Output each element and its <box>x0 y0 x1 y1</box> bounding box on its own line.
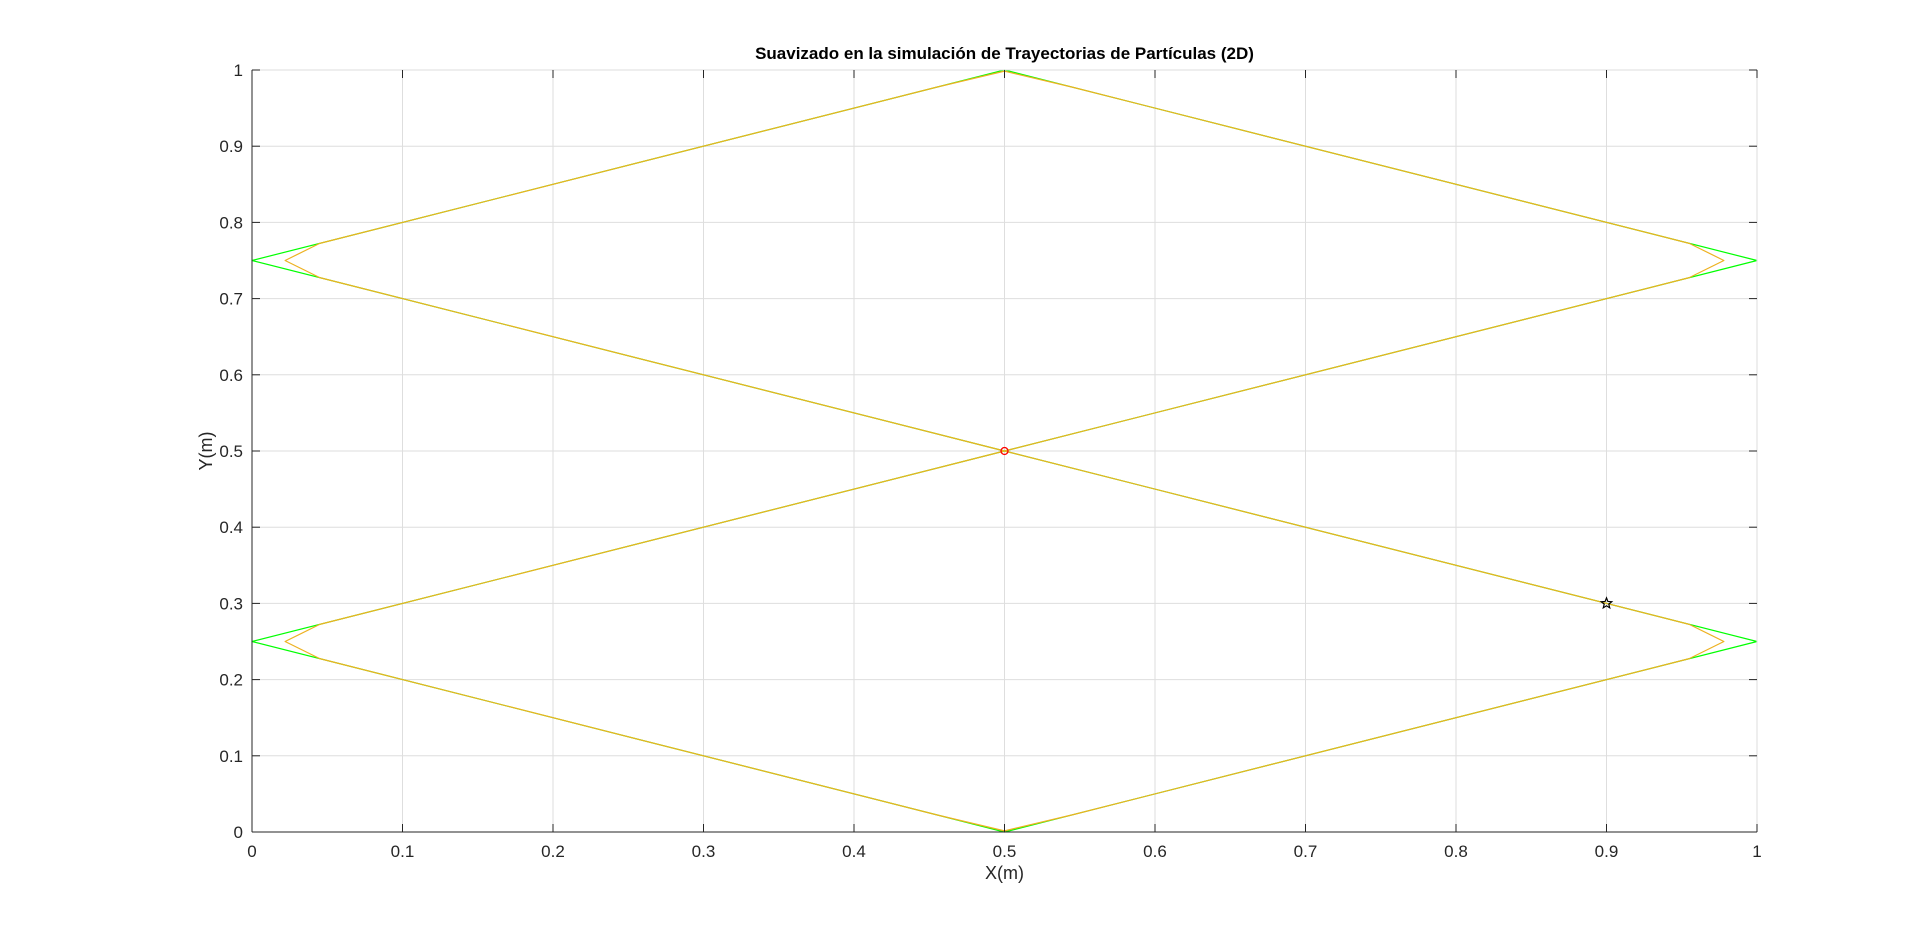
x-tick-label: 0.2 <box>541 842 565 861</box>
y-tick-label: 0.2 <box>219 671 243 690</box>
x-tick-label: 0 <box>247 842 256 861</box>
current-point-marker <box>1599 596 1614 610</box>
x-tick-label: 0.8 <box>1444 842 1468 861</box>
x-tick-label: 1 <box>1752 842 1761 861</box>
y-tick-label: 0 <box>234 823 243 842</box>
y-tick-label: 0.4 <box>219 518 243 537</box>
series-layer <box>251 69 1758 833</box>
y-tick-label: 0.9 <box>219 137 243 156</box>
x-tick-label: 0.6 <box>1143 842 1167 861</box>
y-tick-label: 0.3 <box>219 594 243 613</box>
x-axis-label: X(m) <box>985 863 1024 883</box>
x-tick-label: 0.5 <box>993 842 1017 861</box>
start-point-marker <box>1000 446 1009 456</box>
y-tick-label: 0.8 <box>219 213 243 232</box>
x-tick-label: 0.7 <box>1294 842 1318 861</box>
markers <box>1000 446 1614 610</box>
series-smoothed-path <box>284 70 1725 832</box>
x-tick-label: 0.1 <box>391 842 415 861</box>
x-tick-label: 0.4 <box>842 842 866 861</box>
y-tick-label: 0.5 <box>219 442 243 461</box>
x-tick-label: 0.9 <box>1595 842 1619 861</box>
y-tick-label: 0.7 <box>219 290 243 309</box>
x-tick-label: 0.3 <box>692 842 716 861</box>
y-tick-label: 1 <box>234 61 243 80</box>
y-tick-label: 0.6 <box>219 366 243 385</box>
y-tick-label: 0.1 <box>219 747 243 766</box>
ticks: 0 0.1 0.2 0.3 0.4 0.5 0.6 0.7 0.8 0.9 1 0 0.1 0.2 0.3 0… <box>219 61 1761 861</box>
y-axis-label: Y(m) <box>196 432 216 471</box>
chart-title: Suavizado en la simulación de Trayectori… <box>755 44 1254 63</box>
